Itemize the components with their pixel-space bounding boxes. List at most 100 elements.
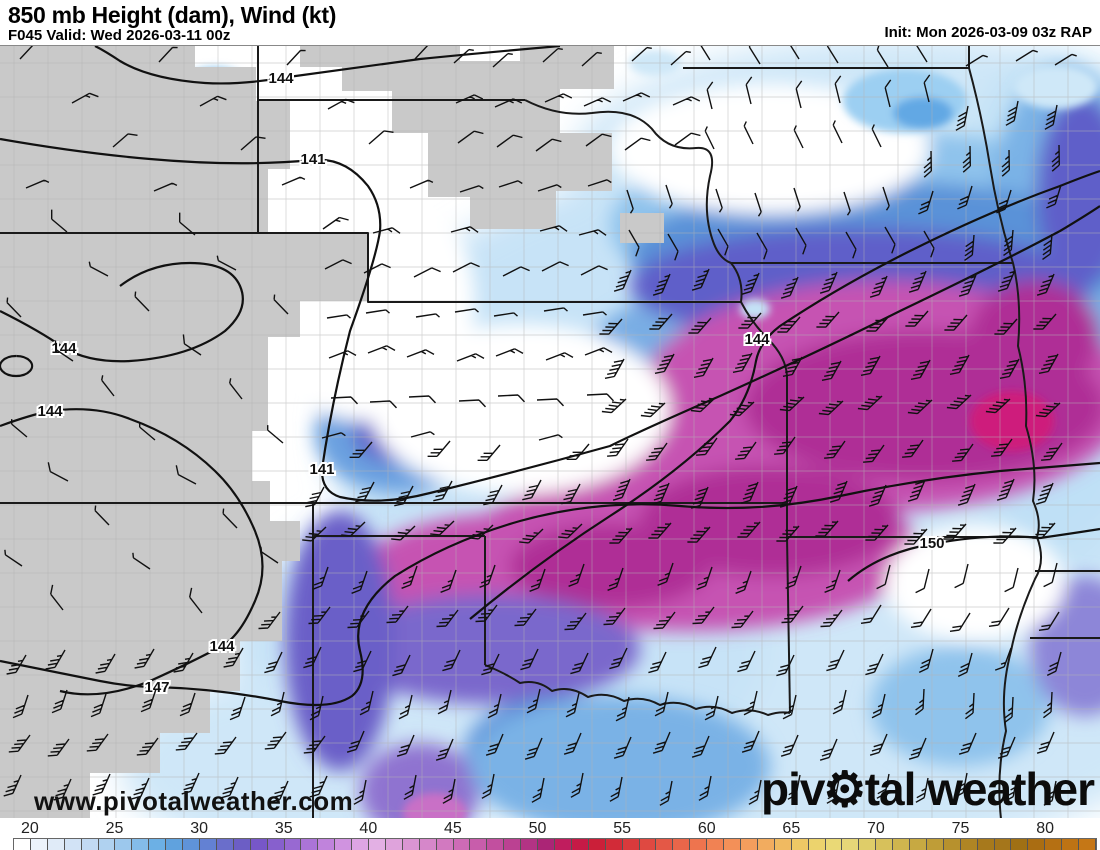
- colorbar-segment: [1079, 839, 1096, 850]
- colorbar-segment: [555, 839, 572, 850]
- colorbar-segment: [994, 839, 1012, 850]
- colorbar-tick: 55: [613, 820, 632, 837]
- colorbar-segment: [30, 839, 48, 850]
- colorbar-segment: [250, 839, 268, 850]
- colorbar-segment: [808, 839, 826, 850]
- colorbar-segment: [571, 839, 589, 850]
- svg-text:144: 144: [268, 70, 294, 87]
- colorbar-segment: [81, 839, 99, 850]
- colorbar-tick: 75: [951, 820, 970, 837]
- colorbar-segment: [740, 839, 758, 850]
- colorbar-tick: 30: [190, 820, 209, 837]
- colorbar-segment: [419, 839, 437, 850]
- watermark-url: www.pivotalweather.com: [34, 786, 354, 816]
- logo-text-piv: piv: [760, 763, 825, 815]
- colorbar-segment: [724, 839, 741, 850]
- colorbar-tick: 25: [105, 820, 124, 837]
- colorbar-segment: [504, 839, 522, 850]
- colorbar-segment: [673, 839, 691, 850]
- colorbar-segment: [757, 839, 775, 850]
- colorbar-segment: [910, 839, 927, 850]
- colorbar-segment: [352, 839, 370, 850]
- colorbar-segment: [301, 839, 319, 850]
- colorbar-segment: [926, 839, 944, 850]
- colorbar-segment: [132, 839, 150, 850]
- colorbar-segment: [402, 839, 420, 850]
- gear-icon: ⚙: [823, 761, 866, 817]
- colorbar-segment: [1028, 839, 1046, 850]
- colorbar-segment: [1045, 839, 1063, 850]
- colorbar-tick: 50: [528, 820, 547, 837]
- colorbar: 20 25 30 35 40 45 50 55 60 65 70 75 80: [0, 818, 1100, 850]
- colorbar-segment: [876, 839, 894, 850]
- logo-text-tal-weather: tal weather: [864, 763, 1095, 815]
- colorbar-segment: [14, 839, 31, 850]
- colorbar-segment: [369, 839, 386, 850]
- svg-text:144: 144: [209, 638, 235, 655]
- wind-speed-shading-spot: [179, 50, 1098, 819]
- colorbar-tick: 60: [697, 820, 716, 837]
- colorbar-segment: [707, 839, 725, 850]
- colorbar-segment: [656, 839, 674, 850]
- colorbar-segment: [453, 839, 471, 850]
- colorbar-tick: 20: [21, 820, 39, 837]
- colorbar-tick: 80: [1036, 820, 1055, 837]
- colorbar-segment: [521, 839, 539, 850]
- valid-time-label: F045 Valid: Wed 2026-03-11 00z: [8, 27, 231, 44]
- colorbar-segment: [267, 839, 285, 850]
- colorbar-segment: [842, 839, 860, 850]
- colorbar-tick: 40: [359, 820, 378, 837]
- colorbar-segment: [487, 839, 505, 850]
- colorbar-segment: [622, 839, 640, 850]
- colorbar-tick: 35: [274, 820, 293, 837]
- colorbar-segment: [943, 839, 961, 850]
- wind-barbs: [3, 46, 1077, 806]
- colorbar-segment: [183, 839, 200, 850]
- page-title: 850 mb Height (dam), Wind (kt): [8, 2, 337, 28]
- colorbar-segment: [605, 839, 623, 850]
- contour-labels: 144 141 144 144 141 144 147 144 150: [35, 68, 946, 698]
- weather-map: 144 141 144 144 141 144 147 144 150: [0, 45, 1100, 820]
- svg-text:144: 144: [744, 331, 770, 348]
- colorbar-segment: [690, 839, 708, 850]
- colorbar-segment: [318, 839, 336, 850]
- svg-text:144: 144: [51, 340, 77, 357]
- colorbar-segment: [893, 839, 911, 850]
- county-lines: [0, 46, 1100, 819]
- colorbar-segment: [64, 839, 82, 850]
- colorbar-segment: [115, 839, 133, 850]
- colorbar-segment: [199, 839, 217, 850]
- colorbar-segment: [960, 839, 978, 850]
- colorbar-segment: [335, 839, 353, 850]
- colorbar-segment: [436, 839, 454, 850]
- colorbar-tick: 65: [782, 820, 801, 837]
- colorbar-segment: [859, 839, 877, 850]
- colorbar-segment: [470, 839, 488, 850]
- colorbar-tick: 70: [867, 820, 885, 837]
- map-canvas: 144 141 144 144 141 144 147 144 150: [0, 46, 1100, 819]
- colorbar-segment: [791, 839, 809, 850]
- colorbar-tick: 45: [444, 820, 462, 837]
- brand-logo: piv⚙tal weather: [760, 761, 1095, 817]
- init-time-label: Init: Mon 2026-03-09 03z RAP: [884, 24, 1092, 41]
- colorbar-segment: [233, 839, 251, 850]
- colorbar-segment: [774, 839, 792, 850]
- svg-text:144: 144: [37, 403, 63, 420]
- colorbar-segment: [538, 839, 555, 850]
- colorbar-segment: [149, 839, 167, 850]
- svg-text:141: 141: [309, 461, 334, 478]
- colorbar-tick-labels: 20 25 30 35 40 45 50 55 60 65 70 75 80: [0, 820, 1100, 837]
- colorbar-segment: [977, 839, 995, 850]
- colorbar-segment: [588, 839, 606, 850]
- colorbar-segment: [47, 839, 65, 850]
- colorbar-strip: [13, 838, 1097, 850]
- colorbar-segment: [825, 839, 843, 850]
- colorbar-segment: [639, 839, 657, 850]
- svg-text:147: 147: [144, 679, 169, 696]
- colorbar-segment: [166, 839, 184, 850]
- svg-text:150: 150: [919, 535, 944, 552]
- colorbar-segment: [284, 839, 302, 850]
- svg-text:141: 141: [300, 151, 325, 168]
- colorbar-segment: [385, 839, 403, 850]
